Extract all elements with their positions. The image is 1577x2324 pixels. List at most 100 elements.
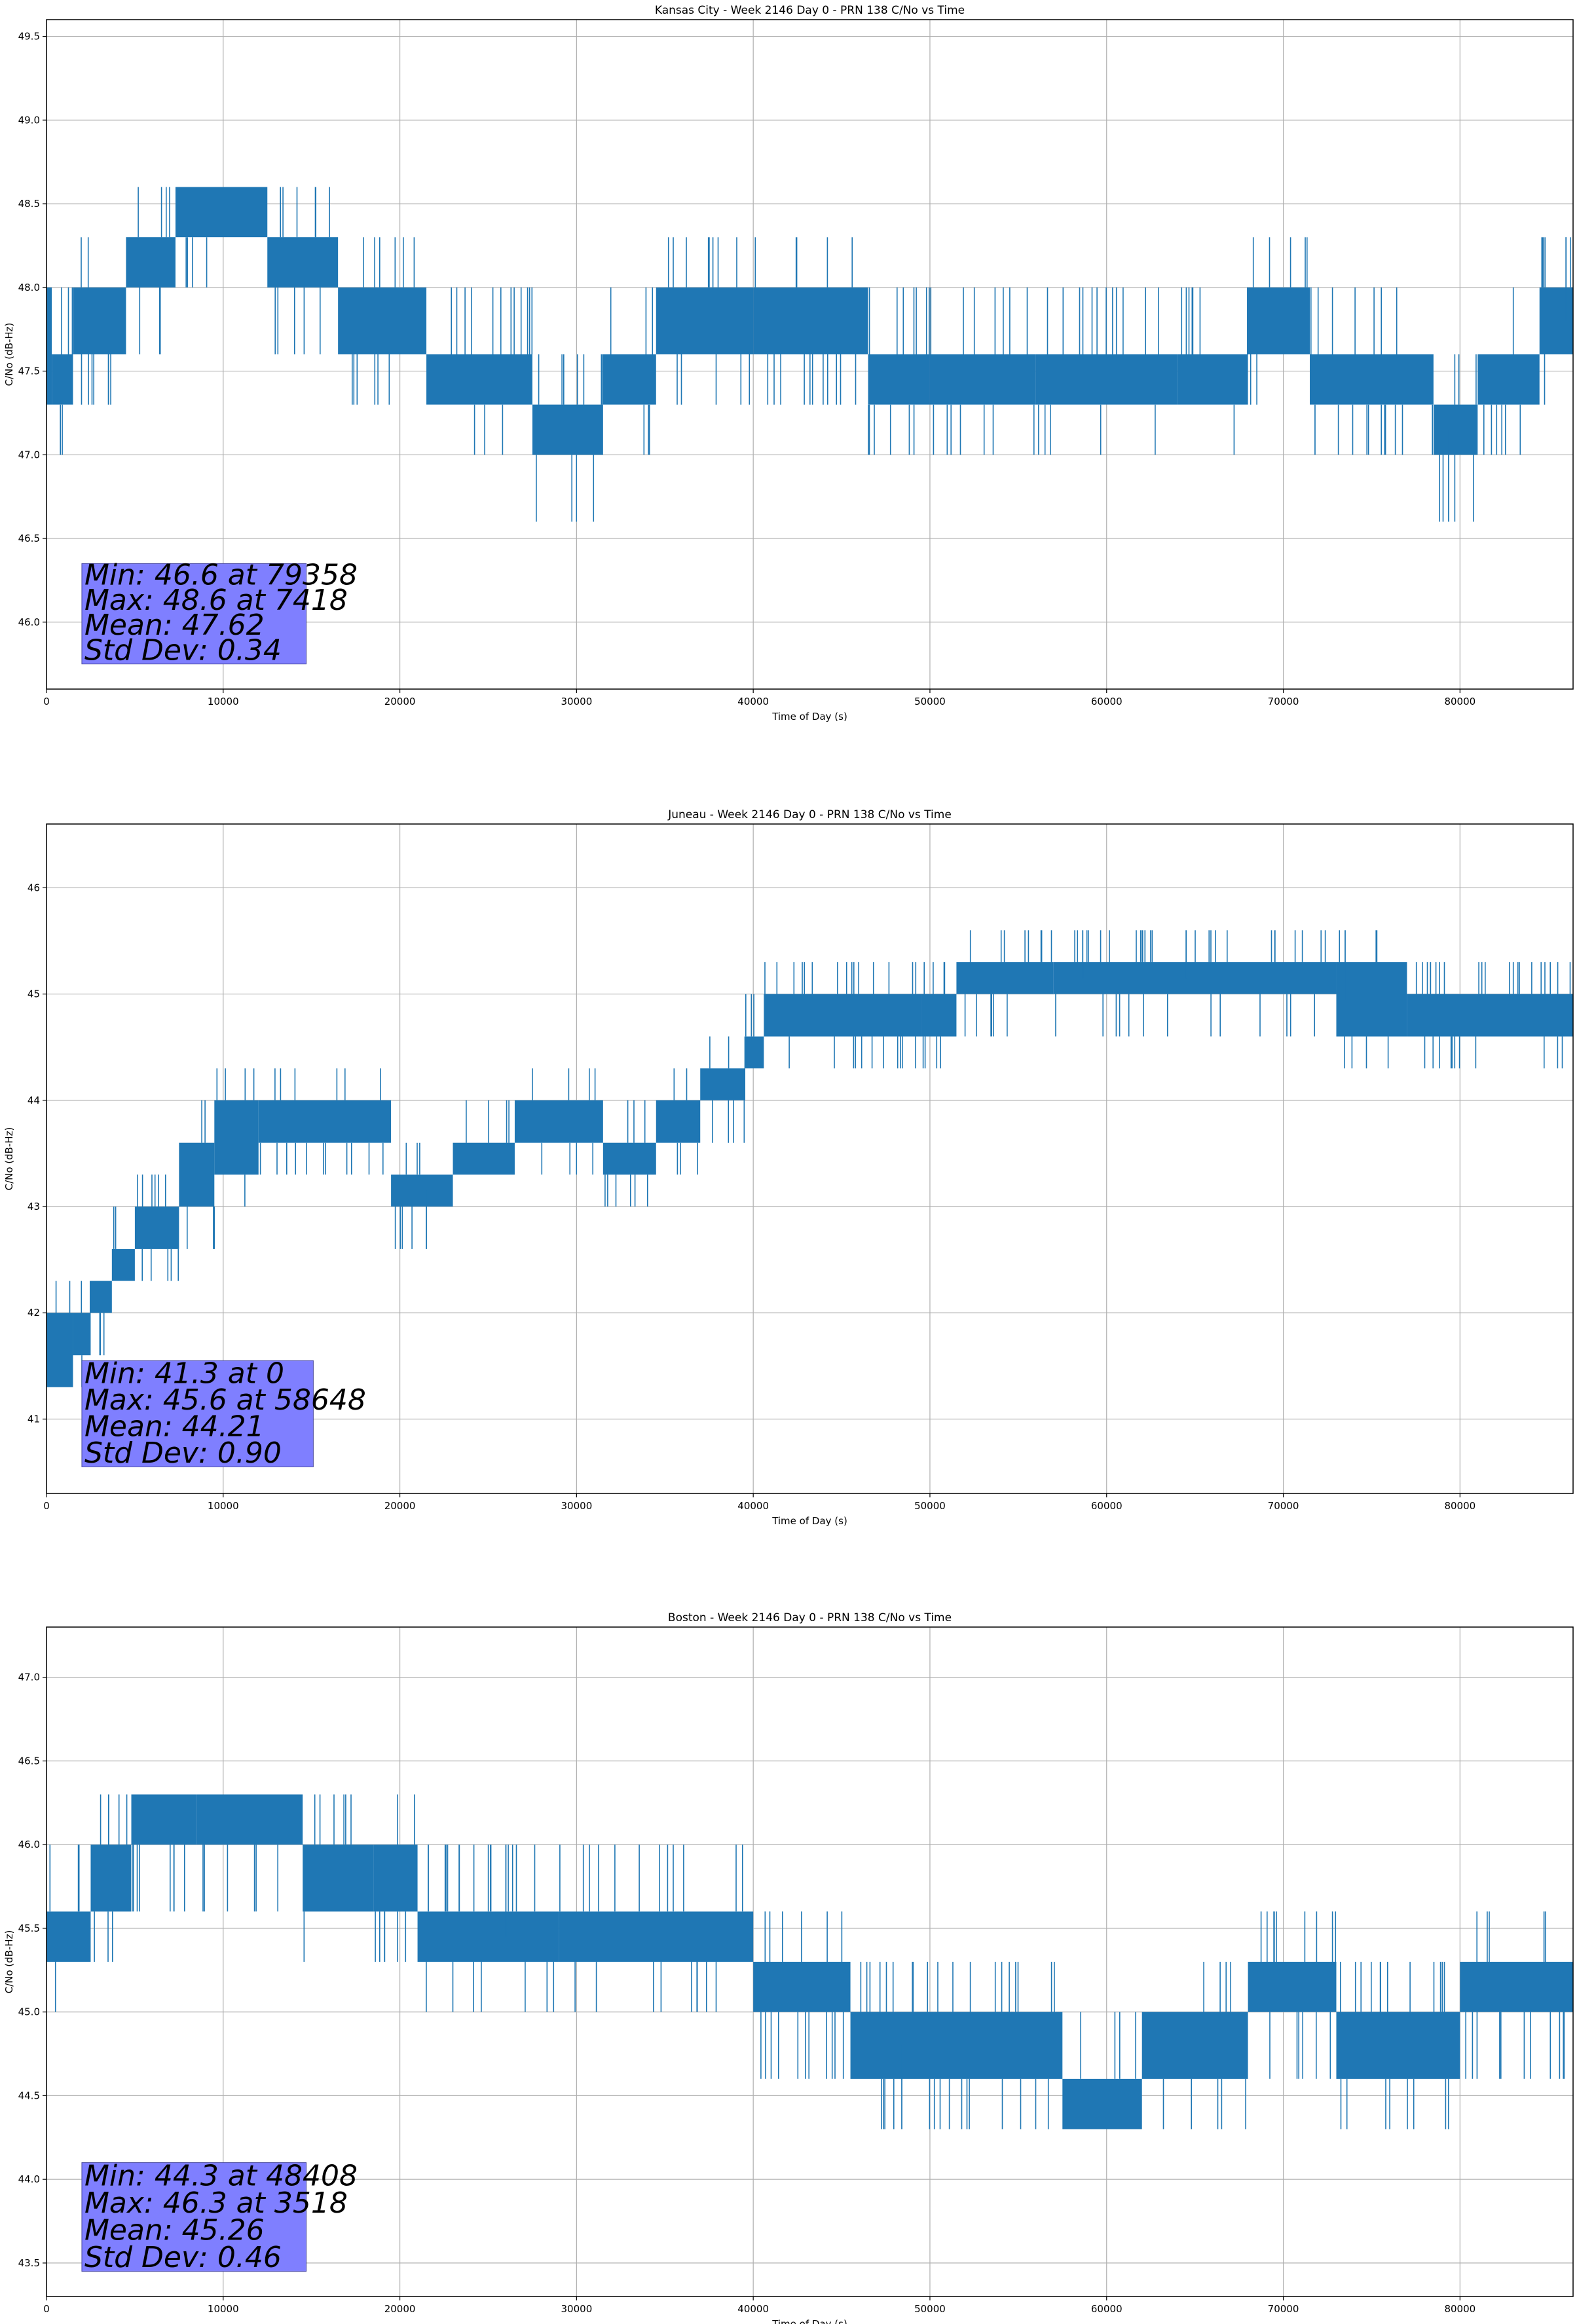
series-band [603, 354, 656, 405]
stats-line: Max: 48.6 at 7418 [84, 584, 348, 617]
series-band [1336, 962, 1407, 1037]
series-noise [94, 1794, 128, 1962]
x-tick-label: 20000 [384, 2303, 416, 2315]
x-tick-label: 80000 [1444, 2303, 1475, 2315]
series-band [391, 1174, 453, 1207]
stats-line: Std Dev: 0.34 [84, 634, 282, 667]
series-noise [610, 287, 654, 455]
series-band [603, 1142, 656, 1175]
x-tick-label: 70000 [1268, 1500, 1299, 1512]
series-noise [760, 1911, 844, 2079]
series-band [303, 1845, 374, 1912]
series-noise [1340, 1962, 1449, 2129]
series-noise [1483, 287, 1521, 455]
series-noise [1465, 1911, 1565, 2079]
series-band [417, 1911, 559, 1962]
series-band [514, 1100, 603, 1143]
y-tick-label: 46.5 [18, 533, 40, 544]
y-tick-label: 46.0 [18, 616, 40, 628]
series-noise [1162, 1962, 1246, 2129]
y-axis-label: C/No (dB-Hz) [3, 1930, 15, 1994]
y-tick-label: 46 [28, 882, 40, 893]
x-tick-label: 10000 [208, 696, 239, 707]
series-band [90, 1281, 112, 1313]
x-tick-label: 0 [43, 696, 50, 707]
series-noise [964, 930, 1052, 1037]
y-tick-label: 48.0 [18, 282, 40, 293]
x-tick-label: 70000 [1268, 696, 1299, 707]
series-noise [1541, 237, 1571, 405]
chart-0: 0 10000 20000 30000 40000 50000 60000 70000 8000… [3, 4, 1574, 722]
chart-1: 0 10000 20000 30000 40000 50000 60000 70000 8000… [3, 808, 1574, 1527]
series-band [1062, 2078, 1142, 2129]
stats-line: Std Dev: 0.90 [84, 1436, 282, 1470]
series-noise [1038, 287, 1159, 455]
y-axis-label: C/No (dB-Hz) [3, 1127, 15, 1191]
series-noise [185, 237, 208, 288]
y-tick-label: 46.0 [18, 1839, 40, 1850]
series-band [753, 287, 868, 354]
y-tick-label: 42 [28, 1307, 40, 1319]
series-band [453, 1142, 515, 1175]
series-line [46, 187, 1573, 522]
series-band [929, 354, 1036, 405]
series-noise [1250, 237, 1308, 405]
y-tick-label: 47.5 [18, 365, 40, 377]
series-band [131, 1794, 197, 1845]
series-band [1539, 287, 1573, 354]
y-tick-label: 43.5 [18, 2257, 40, 2269]
series-noise [922, 962, 946, 1069]
stats-line: Mean: 45.26 [84, 2214, 265, 2247]
series-band [1460, 1962, 1573, 2012]
series-noise [303, 1794, 352, 1962]
y-tick-label: 47.0 [18, 1672, 40, 1683]
x-tick-label: 60000 [1091, 696, 1122, 707]
series-noise [930, 287, 1035, 455]
series-noise [137, 1174, 179, 1281]
y-tick-label: 47.0 [18, 449, 40, 460]
chart-title: Kansas City - Week 2146 Day 0 - PRN 138 … [655, 4, 965, 17]
series-noise [466, 1100, 510, 1143]
series-band [73, 287, 126, 354]
series-noise [202, 1845, 278, 1912]
series-band [1477, 354, 1540, 405]
stats-line: Std Dev: 0.46 [84, 2241, 282, 2274]
series-noise [532, 1068, 596, 1175]
stats-box [81, 563, 307, 665]
series-noise [426, 1845, 555, 2012]
series-noise [604, 1100, 648, 1207]
series-band [850, 2012, 1063, 2079]
series-noise [1181, 287, 1248, 455]
stats-line: Mean: 44.21 [84, 1410, 265, 1443]
series-band [764, 994, 921, 1037]
y-tick-label: 45 [28, 988, 40, 1000]
series-noise [1415, 962, 1571, 1069]
series-line [46, 1794, 1573, 2129]
series-noise [81, 237, 111, 405]
series-noise [1055, 930, 1326, 1037]
x-tick-label: 50000 [914, 2303, 946, 2315]
series-band [46, 1313, 73, 1387]
y-tick-label: 44.5 [18, 2090, 40, 2101]
x-tick-label: 0 [43, 2303, 50, 2315]
series-noise [1080, 2012, 1136, 2079]
axes-frame [46, 19, 1574, 690]
stats-line: Min: 46.6 at 79358 [84, 559, 358, 592]
series-noise [132, 1845, 185, 1912]
series-band [258, 1100, 392, 1143]
stats-line: Max: 45.6 at 58648 [84, 1383, 366, 1417]
series-band [656, 287, 754, 354]
axes-frame [46, 823, 1574, 1494]
series-band [1053, 962, 1337, 994]
chart-title: Juneau - Week 2146 Day 0 - PRN 138 C/No … [667, 808, 952, 821]
series-band [126, 237, 176, 288]
x-tick-label: 30000 [561, 696, 593, 707]
series-noise [1260, 1911, 1337, 2079]
series-noise [667, 237, 751, 405]
x-tick-label: 20000 [384, 696, 416, 707]
series-band [338, 287, 427, 354]
series-noise [352, 237, 415, 405]
series-band [179, 1142, 215, 1207]
stats-box [81, 1360, 314, 1467]
